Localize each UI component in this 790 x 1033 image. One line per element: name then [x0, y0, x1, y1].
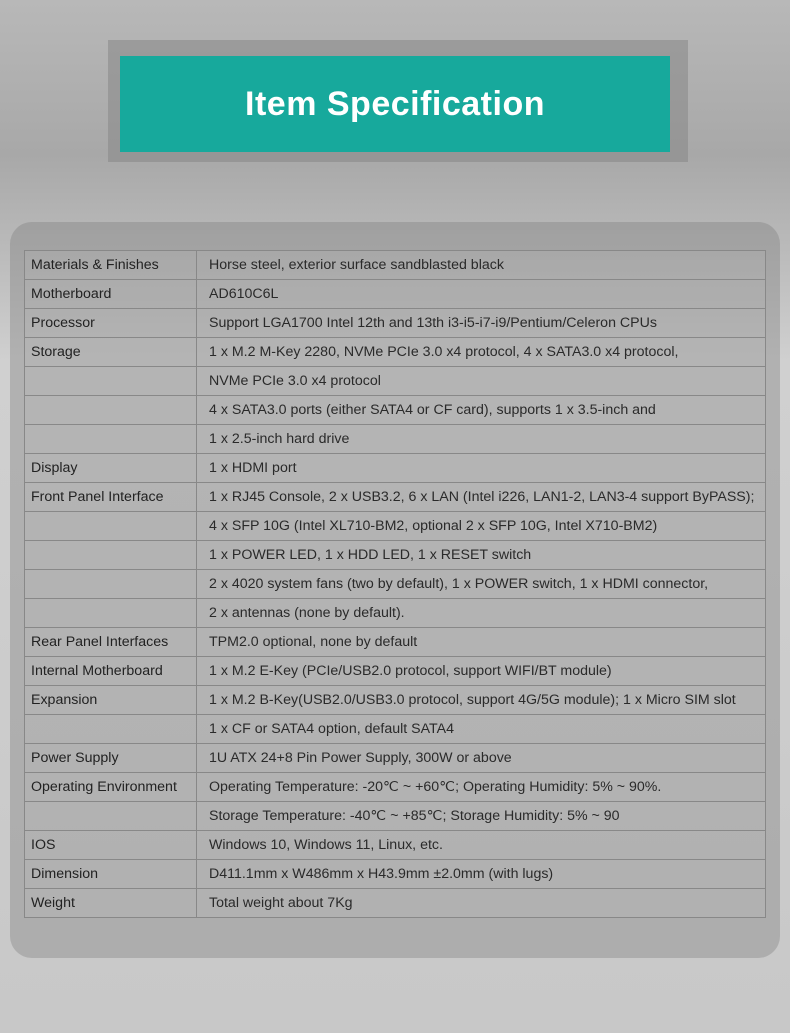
spec-label: Internal Motherboard [25, 657, 197, 686]
spec-label: Storage [25, 338, 197, 367]
spec-value: 1 x CF or SATA4 option, default SATA4 [197, 715, 766, 744]
table-row: 1 x CF or SATA4 option, default SATA4 [25, 715, 766, 744]
spec-value: 1U ATX 24+8 Pin Power Supply, 300W or ab… [197, 744, 766, 773]
table-row: 2 x antennas (none by default). [25, 599, 766, 628]
table-row: Storage Temperature: -40℃ ~ +85℃; Storag… [25, 802, 766, 831]
table-row: 4 x SFP 10G (Intel XL710-BM2, optional 2… [25, 512, 766, 541]
table-row: 1 x POWER LED, 1 x HDD LED, 1 x RESET sw… [25, 541, 766, 570]
spec-value: TPM2.0 optional, none by default [197, 628, 766, 657]
spec-table-body: Materials & FinishesHorse steel, exterio… [25, 251, 766, 918]
table-row: NVMe PCIe 3.0 x4 protocol [25, 367, 766, 396]
spec-label: Rear Panel Interfaces [25, 628, 197, 657]
spec-value: NVMe PCIe 3.0 x4 protocol [197, 367, 766, 396]
spec-label [25, 599, 197, 628]
page-title: Item Specification [245, 85, 545, 124]
spec-label: Motherboard [25, 280, 197, 309]
spec-value: 1 x POWER LED, 1 x HDD LED, 1 x RESET sw… [197, 541, 766, 570]
spec-label: Dimension [25, 860, 197, 889]
spec-label [25, 512, 197, 541]
spec-label: IOS [25, 831, 197, 860]
spec-label: Expansion [25, 686, 197, 715]
spec-value: D411.1mm x W486mm x H43.9mm ±2.0mm (with… [197, 860, 766, 889]
spec-label [25, 541, 197, 570]
table-row: 2 x 4020 system fans (two by default), 1… [25, 570, 766, 599]
spec-label [25, 802, 197, 831]
spec-label [25, 396, 197, 425]
spec-value: 1 x RJ45 Console, 2 x USB3.2, 6 x LAN (I… [197, 483, 766, 512]
table-row: Front Panel Interface1 x RJ45 Console, 2… [25, 483, 766, 512]
table-row: WeightTotal weight about 7Kg [25, 889, 766, 918]
spec-value: Horse steel, exterior surface sandblaste… [197, 251, 766, 280]
spec-value: Operating Temperature: -20℃ ~ +60℃; Oper… [197, 773, 766, 802]
spec-value: 1 x M.2 M-Key 2280, NVMe PCIe 3.0 x4 pro… [197, 338, 766, 367]
spec-value: 2 x antennas (none by default). [197, 599, 766, 628]
spec-label: Processor [25, 309, 197, 338]
spec-value: 4 x SFP 10G (Intel XL710-BM2, optional 2… [197, 512, 766, 541]
table-row: 4 x SATA3.0 ports (either SATA4 or CF ca… [25, 396, 766, 425]
spec-value: Support LGA1700 Intel 12th and 13th i3-i… [197, 309, 766, 338]
spec-label [25, 715, 197, 744]
table-row: MotherboardAD610C6L [25, 280, 766, 309]
spec-table: Materials & FinishesHorse steel, exterio… [24, 250, 766, 918]
spec-value: Storage Temperature: -40℃ ~ +85℃; Storag… [197, 802, 766, 831]
table-row: Display1 x HDMI port [25, 454, 766, 483]
spec-label [25, 367, 197, 396]
header-section: Item Specification [0, 0, 790, 152]
spec-label: Display [25, 454, 197, 483]
spec-label: Front Panel Interface [25, 483, 197, 512]
spec-value: Total weight about 7Kg [197, 889, 766, 918]
table-row: Storage1 x M.2 M-Key 2280, NVMe PCIe 3.0… [25, 338, 766, 367]
table-row: Operating EnvironmentOperating Temperatu… [25, 773, 766, 802]
spec-label [25, 425, 197, 454]
spec-value: 1 x M.2 E-Key (PCIe/USB2.0 protocol, sup… [197, 657, 766, 686]
spec-value: Windows 10, Windows 11, Linux, etc. [197, 831, 766, 860]
table-row: 1 x 2.5-inch hard drive [25, 425, 766, 454]
table-row: Materials & FinishesHorse steel, exterio… [25, 251, 766, 280]
spec-value: 4 x SATA3.0 ports (either SATA4 or CF ca… [197, 396, 766, 425]
table-row: IOSWindows 10, Windows 11, Linux, etc. [25, 831, 766, 860]
spec-value: 1 x M.2 B-Key(USB2.0/USB3.0 protocol, su… [197, 686, 766, 715]
spec-card: Materials & FinishesHorse steel, exterio… [10, 222, 780, 958]
spec-value: 1 x 2.5-inch hard drive [197, 425, 766, 454]
header-bar: Item Specification [120, 56, 670, 152]
table-row: Rear Panel InterfacesTPM2.0 optional, no… [25, 628, 766, 657]
spec-value: 2 x 4020 system fans (two by default), 1… [197, 570, 766, 599]
table-row: Internal Motherboard1 x M.2 E-Key (PCIe/… [25, 657, 766, 686]
spec-label: Weight [25, 889, 197, 918]
table-row: Expansion1 x M.2 B-Key(USB2.0/USB3.0 pro… [25, 686, 766, 715]
spec-label: Materials & Finishes [25, 251, 197, 280]
table-row: Power Supply1U ATX 24+8 Pin Power Supply… [25, 744, 766, 773]
spec-label: Operating Environment [25, 773, 197, 802]
spec-value: AD610C6L [197, 280, 766, 309]
table-row: ProcessorSupport LGA1700 Intel 12th and … [25, 309, 766, 338]
spec-value: 1 x HDMI port [197, 454, 766, 483]
spec-label: Power Supply [25, 744, 197, 773]
spec-label [25, 570, 197, 599]
table-row: DimensionD411.1mm x W486mm x H43.9mm ±2.… [25, 860, 766, 889]
